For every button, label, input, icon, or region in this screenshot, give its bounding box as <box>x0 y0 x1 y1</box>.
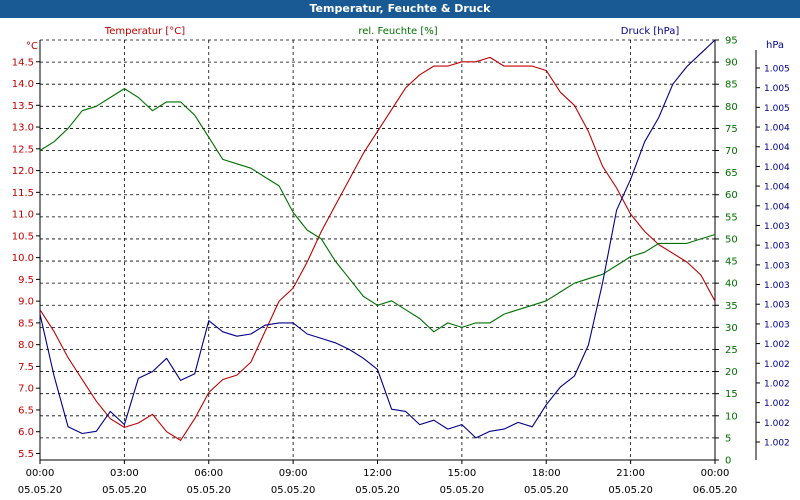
temp-series-label: Temperatur [°C] <box>104 26 185 37</box>
x-tick-date: 05.05.20 <box>355 485 400 496</box>
x-tick-date: 05.05.20 <box>524 485 569 496</box>
humidity-tick-label: 60 <box>725 190 738 201</box>
temp-tick-label: 7.5 <box>18 362 34 373</box>
temp-tick-label: 12.0 <box>12 166 34 177</box>
pressure-tick-label: 1.002 <box>764 340 790 350</box>
temp-axis-unit: °C <box>26 41 38 52</box>
pressure-tick-label: 1.004 <box>764 202 790 212</box>
pressure-tick-label: 1.005 <box>764 65 790 75</box>
humidity-tick-label: 45 <box>725 257 738 268</box>
temp-tick-label: 11.5 <box>12 188 34 199</box>
temp-tick-label: 10.0 <box>12 253 34 264</box>
x-tick-time: 21:00 <box>616 468 645 479</box>
pressure-tick-label: 1.003 <box>764 320 790 330</box>
temp-tick-label: 7.0 <box>18 384 34 395</box>
temp-tick-label: 9.5 <box>18 275 34 286</box>
x-tick-date: 05.05.20 <box>608 485 653 496</box>
x-tick-date: 06.05.20 <box>693 485 738 496</box>
x-tick-date: 05.05.20 <box>18 485 63 496</box>
pressure-axis-unit: hPa <box>766 40 784 51</box>
temp-tick-label: 9.0 <box>18 297 34 308</box>
x-tick-time: 00:00 <box>26 468 55 479</box>
series-line-left <box>39 56 716 441</box>
series-line-right2 <box>39 39 716 439</box>
pressure-tick-label: 1.003 <box>764 261 790 271</box>
temp-tick-label: 8.5 <box>18 318 34 329</box>
x-tick-date: 05.05.20 <box>186 485 231 496</box>
pressure-tick-label: 1.003 <box>764 222 790 232</box>
temp-tick-label: 6.5 <box>18 405 34 416</box>
x-tick-time: 03:00 <box>110 468 139 479</box>
pressure-tick-label: 1.002 <box>764 399 790 409</box>
humidity-tick-label: 90 <box>725 58 738 69</box>
pressure-tick-label: 1.003 <box>764 242 790 252</box>
x-tick-time: 06:00 <box>194 468 223 479</box>
x-tick-time: 15:00 <box>447 468 476 479</box>
pressure-tick-label: 1.003 <box>764 281 790 291</box>
pressure-tick-label: 1.002 <box>764 360 790 370</box>
pressure-tick-label: 1.005 <box>764 104 790 114</box>
temp-tick-label: 11.0 <box>12 210 34 221</box>
series-line-right1 <box>39 88 716 333</box>
humidity-tick-label: 30 <box>725 323 738 334</box>
humidity-tick-label: 20 <box>725 367 738 378</box>
humidity-tick-label: 40 <box>725 279 738 290</box>
pressure-tick-label: 1.004 <box>764 163 790 173</box>
temp-tick-label: 8.0 <box>18 340 34 351</box>
humidity-tick-label: 5 <box>725 433 731 444</box>
temp-tick-label: 13.0 <box>12 123 34 134</box>
pressure-tick-label: 1.003 <box>764 301 790 311</box>
temp-tick-label: 10.5 <box>12 231 34 242</box>
pressure-tick-label: 1.002 <box>764 439 790 449</box>
temp-tick-label: 5.5 <box>18 449 34 460</box>
x-tick-time: 09:00 <box>279 468 308 479</box>
temp-tick-label: 14.0 <box>12 79 34 90</box>
chart-title: Temperatur, Feuchte & Druck <box>0 0 800 18</box>
pressure-series-label: Druck [hPa] <box>621 26 680 37</box>
temp-tick-label: 12.5 <box>12 144 34 155</box>
x-tick-date: 05.05.20 <box>440 485 485 496</box>
humidity-tick-label: 10 <box>725 411 738 422</box>
humidity-tick-label: 25 <box>725 345 738 356</box>
x-tick-date: 05.05.20 <box>102 485 147 496</box>
humidity-tick-label: 35 <box>725 301 738 312</box>
x-tick-time: 18:00 <box>532 468 561 479</box>
humidity-tick-label: 65 <box>725 168 738 179</box>
humidity-tick-label: 0 <box>725 456 731 467</box>
x-tick-time: 12:00 <box>363 468 392 479</box>
pressure-tick-label: 1.002 <box>764 419 790 429</box>
temp-tick-label: 13.5 <box>12 101 34 112</box>
humidity-tick-label: 95 <box>725 36 738 47</box>
humidity-tick-label: 75 <box>725 124 738 135</box>
pressure-tick-label: 1.004 <box>764 143 790 153</box>
humidity-tick-label: 85 <box>725 80 738 91</box>
pressure-tick-label: 1.004 <box>764 124 790 134</box>
humidity-tick-label: 15 <box>725 389 738 400</box>
humidity-series-label: rel. Feuchte [%] <box>358 26 437 37</box>
pressure-tick-label: 1.002 <box>764 379 790 389</box>
humidity-tick-label: 80 <box>725 102 738 113</box>
x-tick-date: 05.05.20 <box>271 485 316 496</box>
temp-tick-label: 6.0 <box>18 427 34 438</box>
humidity-tick-label: 55 <box>725 212 738 223</box>
humidity-tick-label: 70 <box>725 146 738 157</box>
temp-tick-label: 14.5 <box>12 57 34 68</box>
x-tick-time: 00:00 <box>701 468 730 479</box>
humidity-tick-label: 50 <box>725 234 738 245</box>
pressure-tick-label: 1.005 <box>764 84 790 94</box>
pressure-tick-label: 1.004 <box>764 183 790 193</box>
